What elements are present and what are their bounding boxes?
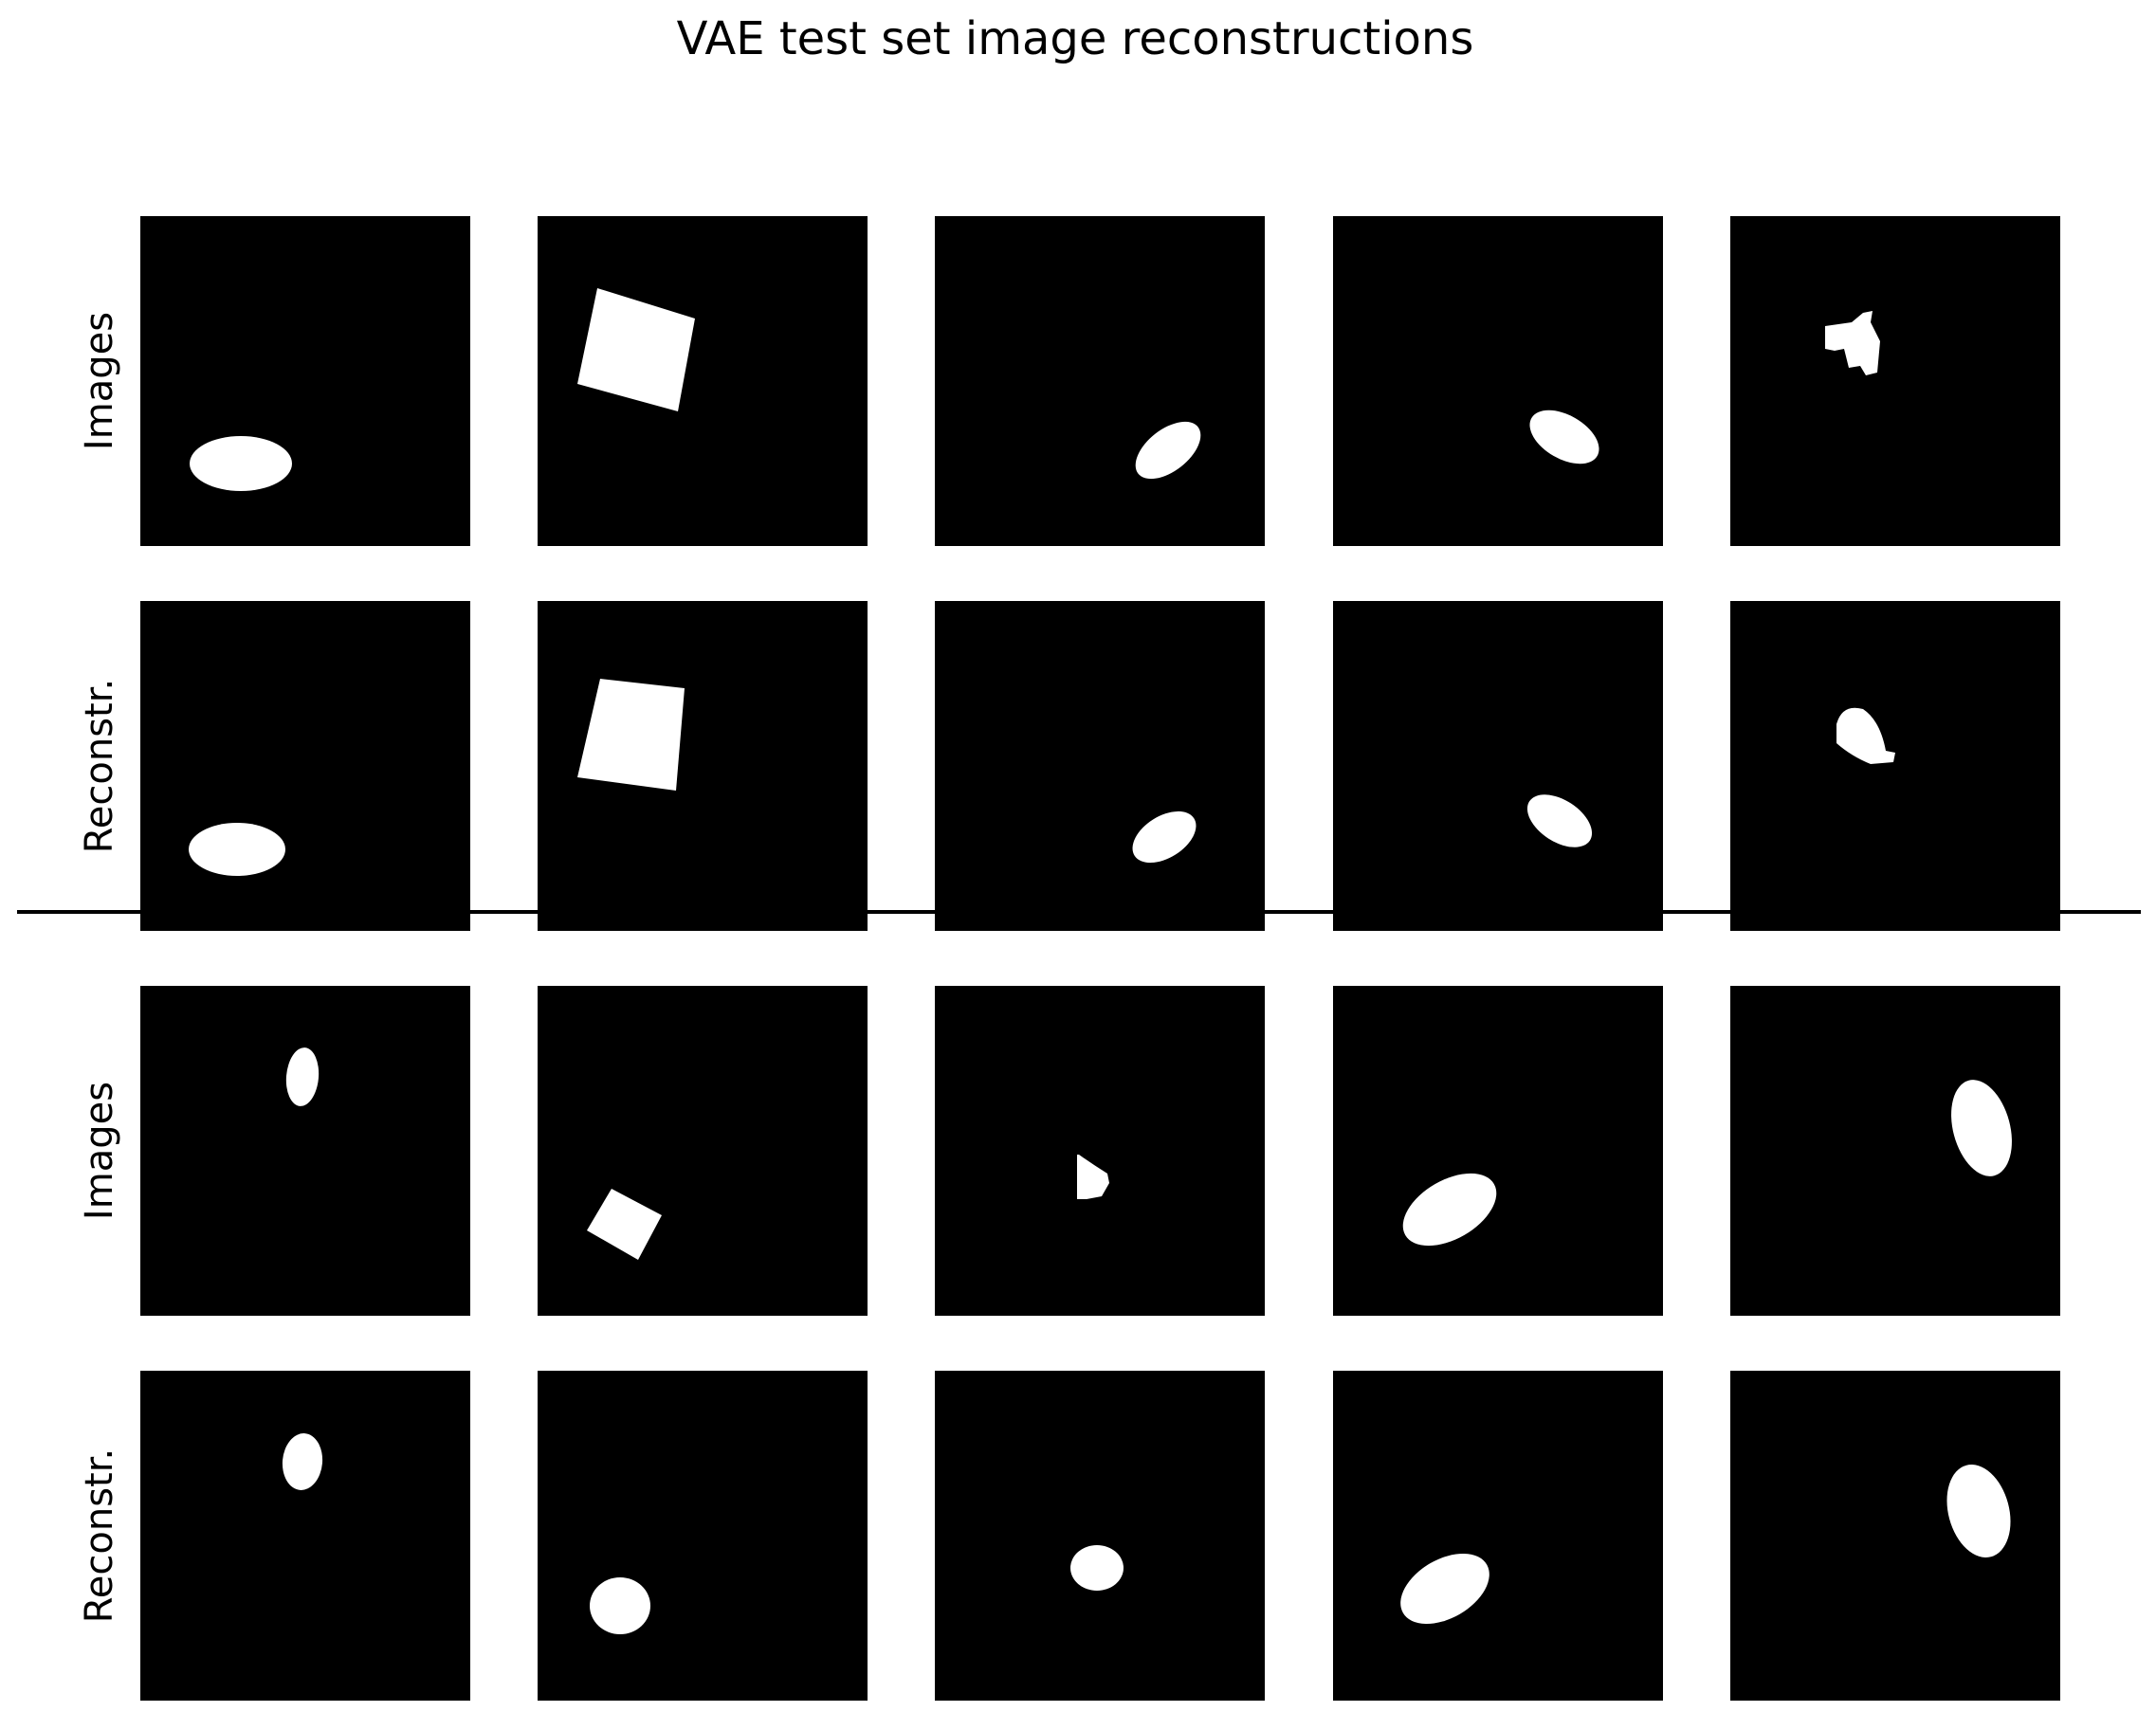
panel-background (1730, 601, 2060, 931)
panel-background (1730, 1371, 2060, 1701)
panel-background (935, 601, 1265, 931)
image-panel-2-5 (1730, 986, 2060, 1316)
ellipse-shape (1951, 1080, 2012, 1176)
ellipse-shape (1946, 1464, 2011, 1558)
panel-background (1333, 1371, 1663, 1701)
reconstruction-panel-2-3 (935, 1371, 1265, 1701)
ellipse-shape (1132, 810, 1197, 864)
reconstruction-panel-1-2 (538, 601, 868, 931)
ellipse-shape (1400, 1553, 1489, 1625)
reconstruction-panel-2-2 (538, 1371, 868, 1701)
row-label-reconstr-1: Reconstr. (78, 679, 121, 853)
row-label-images-1: Images (78, 312, 121, 450)
panel-background (538, 1371, 868, 1701)
blob-shape (590, 1577, 650, 1634)
reconstruction-panel-1-5 (1730, 601, 2060, 931)
image-panel-2-1 (140, 986, 470, 1316)
ellipse-shape (282, 1433, 323, 1490)
blob-shape (1070, 1545, 1124, 1591)
reconstruction-panel-2-4 (1333, 1371, 1663, 1701)
heart-shape (1077, 1155, 1109, 1199)
ellipse-shape (1526, 794, 1593, 847)
reconstruction-panel-1-3 (935, 601, 1265, 931)
ellipse-shape (189, 823, 285, 876)
figure-title: VAE test set image reconstructions (677, 12, 1474, 65)
panel-background (935, 216, 1265, 546)
reconstruction-panel-1-4 (1333, 601, 1663, 931)
row-label-reconstr-2: Reconstr. (78, 1448, 121, 1623)
image-panel-1-2 (538, 216, 868, 546)
reconstruction-panel-1-1 (140, 601, 470, 931)
image-panel-2-3 (935, 986, 1265, 1316)
panel-background (538, 986, 868, 1316)
panel-background (1333, 216, 1663, 546)
ellipse-shape (1402, 1173, 1497, 1247)
image-panel-1-4 (1333, 216, 1663, 546)
reconstruction-panel-2-1 (140, 1371, 470, 1701)
reconstruction-panel-2-5 (1730, 1371, 2060, 1701)
row-label-images-2: Images (78, 1082, 121, 1220)
ellipse-shape (190, 436, 292, 491)
image-panel-2-2 (538, 986, 868, 1316)
panel-background (140, 986, 470, 1316)
panel-background (1333, 601, 1663, 931)
ellipse-shape (285, 1047, 320, 1106)
image-panel-1-5 (1730, 216, 2060, 546)
blob-shape (1836, 707, 1895, 764)
square-shape (577, 288, 695, 411)
square-shape (587, 1189, 662, 1260)
square-shape (577, 679, 685, 791)
ellipse-shape (1135, 421, 1201, 480)
image-panel-1-1 (140, 216, 470, 546)
panel-background (935, 986, 1265, 1316)
ellipse-shape (1529, 410, 1599, 464)
panel-background (1730, 216, 2060, 546)
image-panel-2-4 (1333, 986, 1663, 1316)
image-panel-1-3 (935, 216, 1265, 546)
panel-background (935, 1371, 1265, 1701)
panel-background (140, 601, 470, 931)
panel-background (140, 216, 470, 546)
panel-background (1333, 986, 1663, 1316)
panel-grid (140, 216, 2060, 1701)
panel-background (140, 1371, 470, 1701)
heart-shape (1825, 311, 1880, 375)
